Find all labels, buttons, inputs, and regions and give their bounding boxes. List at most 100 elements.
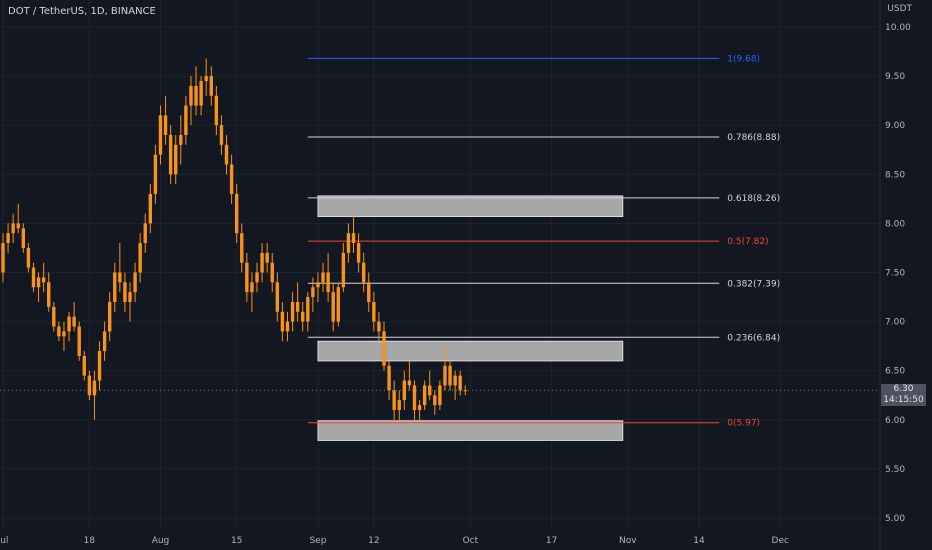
candle	[138, 233, 142, 283]
candle	[184, 95, 188, 145]
candle-body	[412, 385, 417, 410]
price-tick-label: 7.50	[885, 269, 905, 279]
candle-body	[97, 351, 102, 381]
fib-label: 0.236(6.84)	[727, 333, 780, 343]
candle-body	[321, 272, 325, 283]
candle-body	[351, 233, 356, 244]
candle	[301, 301, 305, 332]
candle	[199, 76, 203, 116]
candle-body	[260, 252, 264, 273]
price-tick-label: 6.00	[885, 416, 905, 426]
fib-label: 0(5.97)	[727, 419, 760, 429]
fib-label: 0.5(7.82)	[727, 237, 768, 247]
candle	[52, 301, 56, 332]
candle	[402, 370, 407, 410]
candle	[346, 223, 351, 263]
candle	[351, 213, 356, 253]
candle	[77, 321, 81, 361]
candle-body	[422, 385, 427, 406]
candle-body	[209, 76, 213, 96]
candle	[158, 105, 163, 165]
price-tick-label: 6.50	[885, 367, 905, 377]
candle	[118, 243, 122, 293]
candle-body	[336, 287, 340, 322]
candle-body	[397, 400, 401, 410]
candle	[361, 252, 366, 293]
candle	[377, 311, 381, 342]
fib-label: 1(9.68)	[727, 54, 760, 64]
candle	[428, 370, 432, 401]
candle-body	[458, 375, 462, 391]
candle	[433, 390, 437, 415]
candle-body	[240, 233, 244, 263]
candle-body	[301, 311, 305, 322]
candle-body	[392, 390, 396, 410]
candle	[174, 135, 178, 185]
candle-body	[265, 252, 269, 263]
candle-body	[153, 154, 158, 194]
candle-body	[87, 375, 92, 396]
candle-body	[316, 282, 320, 288]
candle	[107, 292, 112, 342]
candle-body	[255, 272, 259, 283]
candle	[133, 262, 137, 302]
candle	[407, 360, 412, 391]
candle-body	[72, 316, 76, 327]
candle-body	[194, 85, 198, 106]
candle-body	[407, 380, 412, 386]
candle-body	[280, 311, 285, 332]
candle	[82, 351, 86, 381]
time-tick-label: 17	[546, 536, 557, 546]
candle-body	[184, 105, 188, 136]
candle-body	[306, 297, 310, 322]
candle	[214, 85, 219, 136]
candle	[72, 301, 76, 332]
candle-body	[219, 125, 224, 145]
current-price-tag: 6.30 14:15:50	[881, 384, 926, 407]
time-tick-label: Oct	[463, 536, 479, 546]
candle-body	[367, 282, 371, 302]
candle-body	[16, 223, 20, 229]
candle-body	[402, 380, 407, 401]
candle	[265, 243, 269, 273]
candle-body	[107, 301, 112, 332]
candle-body	[67, 316, 71, 332]
fib-label: 0.382(7.39)	[727, 279, 780, 289]
candle	[443, 346, 447, 391]
candle	[331, 282, 335, 332]
fib-levels: 1(9.68) 0.786(8.88) 0.618(8.26) 0.5(7.82) 0.…	[0, 54, 880, 429]
candles	[1, 58, 467, 420]
candle-body	[311, 287, 315, 298]
candle	[102, 321, 107, 361]
currency-unit: USDT	[887, 4, 912, 14]
candle-body	[77, 326, 81, 356]
candle-body	[438, 385, 442, 406]
candle	[224, 135, 229, 175]
candle	[209, 66, 213, 106]
candle-body	[270, 262, 274, 283]
candle	[311, 277, 315, 312]
candle	[245, 252, 249, 302]
candle	[422, 380, 427, 410]
candle	[234, 184, 239, 244]
candle-body	[168, 135, 173, 175]
fib-label: 0.618(8.26)	[727, 194, 780, 204]
candle-body	[433, 395, 437, 406]
candle-body	[31, 267, 36, 288]
candle-body	[189, 85, 193, 106]
candle-body	[290, 301, 295, 322]
price-tick-label: 9.00	[885, 121, 905, 131]
candle-body	[250, 282, 254, 293]
candle	[326, 252, 330, 302]
candle-body	[377, 321, 381, 332]
candle-body	[143, 223, 147, 244]
price-tick-label: 10.00	[885, 23, 911, 33]
candle	[392, 380, 396, 420]
price-tick-label: 8.50	[885, 170, 905, 180]
current-price: 6.30	[893, 384, 914, 395]
candle-body	[234, 193, 239, 234]
time-tick-label: 15	[231, 536, 242, 546]
candle-body	[41, 277, 46, 283]
candle-body	[21, 228, 26, 248]
